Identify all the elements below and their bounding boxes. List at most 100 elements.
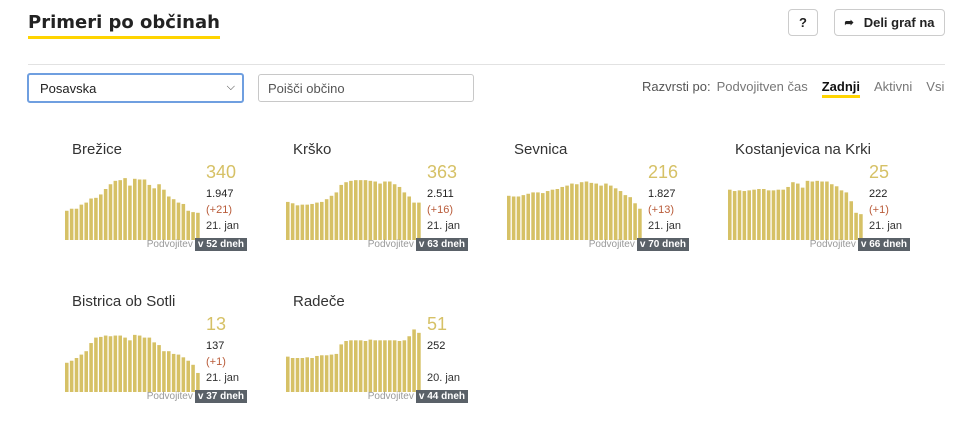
share-button-label: Deli graf na [863,15,935,30]
sparkline-bar [79,204,84,240]
sparkline-bar [412,329,416,392]
sparkline-bar [176,354,181,392]
sparkline-bar [402,340,407,392]
sparkline-bar [392,184,397,240]
sparkline-bar [844,192,849,240]
doubling-badge: v 52 dneh [194,238,247,251]
sparkline-bar [383,181,387,240]
municipality-card[interactable]: Krško 363 2.511 (+16) 21. jan Podvojitev v 63 … [286,141,468,266]
sparkline-bar [171,353,176,392]
sparkline-bar [191,212,195,240]
municipality-search-input[interactable] [258,74,474,102]
sort-option-active[interactable]: Aktivni [873,79,913,94]
doubling-info: Podvojitev v 66 dneh [810,238,910,251]
sparkline-bar [118,335,122,392]
sparkline-bar [412,202,416,240]
sparkline-bar [99,336,103,392]
date-label: 21. jan [648,220,682,232]
sparkline-bar [786,186,790,240]
sparkline-bar [65,362,69,392]
sparkline-bar [599,185,603,240]
sparkline-bar [545,191,550,240]
sparkline-bar [771,190,776,240]
sparkline-bar [79,354,84,392]
sparkline-bar [742,191,747,240]
sort-option-doubling-time[interactable]: Podvojitven čas [716,79,808,94]
sparkline-bar [531,192,535,240]
municipality-card[interactable]: Bistrica ob Sotli 13 137 (+1) 21. jan Podvoji… [65,293,247,418]
date-label: 21. jan [206,220,240,232]
sparkline-bar [99,194,103,240]
sparkline-bar [628,197,632,240]
share-button[interactable]: ➦ Deli graf na [834,9,945,36]
municipality-card[interactable]: Brežice 340 1.947 (+21) 21. jan Podvojitev v 5… [65,141,247,266]
sparkline-bar [65,210,69,240]
sparkline-bar [162,351,166,392]
share-arrow-icon: ➦ [844,17,854,29]
sparkline-bar [834,186,839,240]
sparkline-bar [305,357,309,392]
sparkline-bar [186,210,190,240]
doubling-label: Podvojitev [367,391,414,402]
sparkline-bar [113,180,118,240]
municipality-name: Sevnica [514,141,568,158]
doubling-label: Podvojitev [146,239,193,250]
sparkline-bar [123,178,127,240]
sparkline-bar [526,193,530,240]
municipality-card[interactable]: Kostanjevica na Krki 25 222 (+1) 21. jan Podv… [728,141,910,266]
latest-value: 216 [648,162,679,182]
region-select[interactable]: Posavska ⌵ [27,73,244,103]
sparkline-bar [295,358,300,392]
sparkline-bar [550,189,555,240]
sparkline-bar [820,181,824,240]
sparkline-bar [162,189,166,240]
municipality-card[interactable]: Sevnica 216 1.827 (+13) 21. jan Podvojitev v 7… [507,141,689,266]
delta-value: (+1) [869,204,889,216]
sparkline-bar [781,189,785,240]
doubling-info: Podvojitev v 63 dneh [368,238,468,251]
sort-option-latest[interactable]: Zadnji [821,79,860,98]
sparkline-bar [555,189,560,240]
sort-option-all[interactable]: Vsi [926,79,945,94]
sparkline-bar [796,183,800,240]
sparkline-bar [358,340,363,392]
sparkline-bar [604,183,608,240]
sparkline-bar [536,192,540,240]
municipality-card[interactable]: Radeče 51 252 20. jan Podvojitev v 44 dneh [286,293,468,418]
municipality-name: Bistrica ob Sotli [72,293,176,310]
sparkline-bar [176,202,181,240]
sparkline-bar [320,201,324,240]
sparkline-bar [623,195,628,240]
sparkline-bar [339,184,343,240]
sparkline-bar [108,336,113,392]
sparkline-bar [103,189,108,240]
municipality-name: Kostanjevica na Krki [735,141,871,158]
sparkline-bar [310,358,314,392]
sparkline-bar [69,360,74,392]
sparkline-bar [825,181,829,240]
cases-sparkline [65,334,200,392]
sparkline-bar [103,335,108,392]
cases-sparkline [286,180,421,240]
sparkline-bar [373,181,377,240]
date-label: 21. jan [869,220,903,232]
header-divider [28,64,945,65]
sparkline-bar [167,196,171,240]
sparkline-bar [142,179,147,240]
sparkline-bar [417,202,421,240]
sparkline-bar [108,184,113,240]
sparkline-bar [147,337,152,392]
sparkline-bar [181,203,186,240]
sparkline-bar [118,180,122,240]
sparkline-bar [511,196,516,240]
delta-value: (+21) [206,204,232,216]
sparkline-bar [329,354,334,392]
sparkline-bar [521,195,526,240]
help-button[interactable]: ? [788,9,818,36]
sparkline-bar [363,180,368,240]
sparkline-bar [290,203,295,240]
sparkline-bar [594,183,598,240]
sparkline-bar [286,356,290,392]
sparkline-bar [123,337,127,392]
total-value: 2.511 [427,188,454,200]
